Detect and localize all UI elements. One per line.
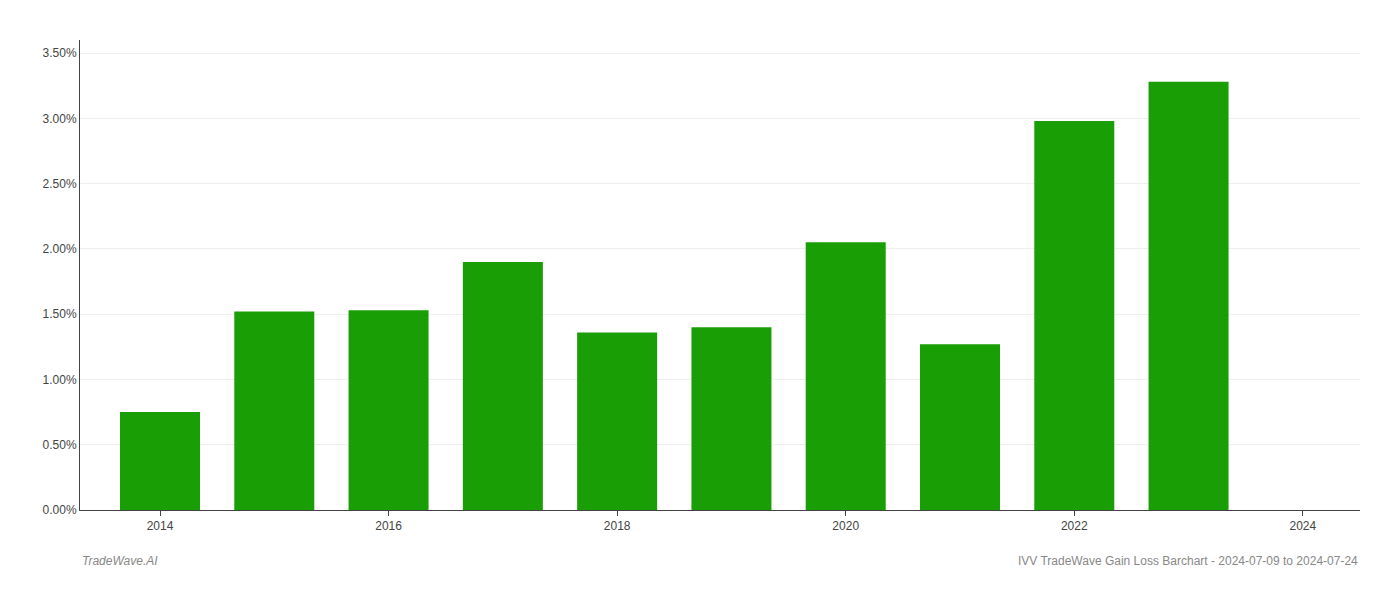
svg-text:2018: 2018 — [604, 519, 631, 533]
svg-text:0.00%: 0.00% — [43, 503, 77, 517]
svg-text:2024: 2024 — [1290, 519, 1317, 533]
svg-text:2022: 2022 — [1061, 519, 1088, 533]
svg-text:3.50%: 3.50% — [43, 46, 77, 60]
svg-text:TradeWave.AI: TradeWave.AI — [82, 554, 158, 568]
svg-text:2.50%: 2.50% — [43, 177, 77, 191]
svg-text:2014: 2014 — [147, 519, 174, 533]
svg-text:2.00%: 2.00% — [43, 242, 77, 256]
svg-text:1.00%: 1.00% — [43, 373, 77, 387]
svg-text:0.50%: 0.50% — [43, 438, 77, 452]
svg-text:2016: 2016 — [375, 519, 402, 533]
svg-text:2020: 2020 — [832, 519, 859, 533]
svg-text:IVV TradeWave Gain Loss Barcha: IVV TradeWave Gain Loss Barchart - 2024-… — [1018, 554, 1358, 568]
svg-text:1.50%: 1.50% — [43, 307, 77, 321]
svg-text:3.00%: 3.00% — [43, 112, 77, 126]
